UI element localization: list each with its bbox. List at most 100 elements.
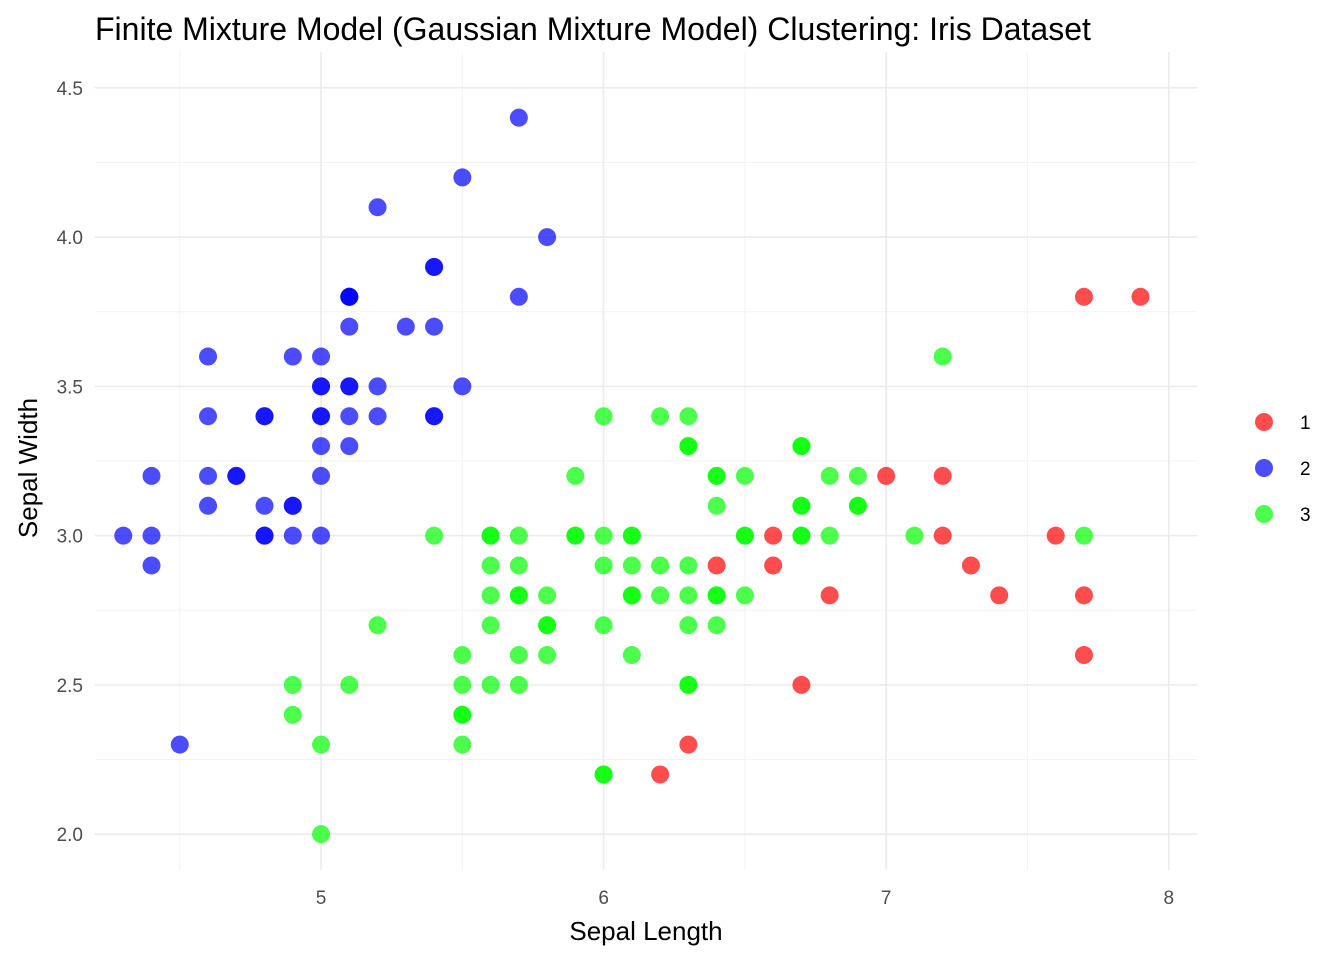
data-point xyxy=(312,437,331,456)
data-point xyxy=(368,616,387,635)
data-point xyxy=(453,168,472,187)
legend: 1 2 3 xyxy=(1255,413,1311,526)
data-point xyxy=(820,586,839,605)
data-point xyxy=(594,526,613,545)
data-point xyxy=(509,556,528,575)
data-point xyxy=(509,108,528,127)
data-point xyxy=(594,407,613,426)
data-point xyxy=(368,198,387,217)
data-point xyxy=(707,556,726,575)
y-tick-label: 4.5 xyxy=(57,79,83,100)
y-tick-label: 2.5 xyxy=(57,676,83,697)
data-point xyxy=(199,347,218,366)
data-point xyxy=(312,466,331,485)
y-tick-label: 3.5 xyxy=(57,377,83,398)
data-point xyxy=(651,765,670,784)
legend-label: 1 xyxy=(1300,413,1311,434)
data-point xyxy=(114,526,133,545)
data-point xyxy=(340,675,359,694)
data-point xyxy=(509,287,528,306)
data-point xyxy=(453,646,472,665)
data-point xyxy=(481,556,500,575)
data-point xyxy=(255,526,274,545)
legend-key xyxy=(1255,505,1273,523)
data-point xyxy=(340,377,359,396)
data-point xyxy=(679,616,698,635)
x-tick-label: 7 xyxy=(881,888,892,909)
data-point xyxy=(453,377,472,396)
data-point xyxy=(566,466,585,485)
data-point xyxy=(340,287,359,306)
data-point xyxy=(509,586,528,605)
data-point xyxy=(566,526,585,545)
x-tick-label: 5 xyxy=(316,888,327,909)
data-point xyxy=(792,675,811,694)
data-point xyxy=(312,377,331,396)
data-point xyxy=(312,735,331,754)
data-point xyxy=(933,466,952,485)
series-3 xyxy=(283,347,1093,844)
data-point xyxy=(735,466,754,485)
data-point xyxy=(622,646,641,665)
data-point xyxy=(509,675,528,694)
data-point xyxy=(651,407,670,426)
y-tick-label: 4.0 xyxy=(57,228,83,249)
data-point xyxy=(425,317,444,336)
data-point xyxy=(679,407,698,426)
data-point xyxy=(933,347,952,366)
data-point xyxy=(170,735,189,754)
data-point xyxy=(425,407,444,426)
data-point xyxy=(453,735,472,754)
data-point xyxy=(792,526,811,545)
series-1 xyxy=(651,287,1150,784)
data-point xyxy=(142,556,161,575)
data-point xyxy=(622,556,641,575)
data-point xyxy=(1074,287,1093,306)
data-point xyxy=(933,526,952,545)
data-point xyxy=(679,675,698,694)
y-axis-tick-labels: 2.0 2.5 3.0 3.5 4.0 4.5 xyxy=(57,79,83,846)
data-point xyxy=(481,526,500,545)
data-point xyxy=(283,675,302,694)
x-axis-title: Sepal Length xyxy=(569,916,722,946)
data-point xyxy=(283,496,302,515)
data-point xyxy=(538,228,557,247)
x-axis-tick-labels: 5 6 7 8 xyxy=(316,888,1174,909)
data-points xyxy=(114,108,1150,844)
series-2 xyxy=(114,108,557,754)
chart-title: Finite Mixture Model (Gaussian Mixture M… xyxy=(95,11,1091,47)
data-point xyxy=(679,735,698,754)
data-point xyxy=(707,466,726,485)
data-point xyxy=(1074,586,1093,605)
data-point xyxy=(199,466,218,485)
y-tick-label: 3.0 xyxy=(57,527,83,548)
data-point xyxy=(764,526,783,545)
data-point xyxy=(340,407,359,426)
data-point xyxy=(848,466,867,485)
data-point xyxy=(1074,646,1093,665)
data-point xyxy=(764,556,783,575)
legend-label: 2 xyxy=(1300,459,1311,480)
data-point xyxy=(820,526,839,545)
data-point xyxy=(340,437,359,456)
data-point xyxy=(622,586,641,605)
data-point xyxy=(651,556,670,575)
data-point xyxy=(820,466,839,485)
data-point xyxy=(481,586,500,605)
data-point xyxy=(283,347,302,366)
y-tick-label: 2.0 xyxy=(57,825,83,846)
data-point xyxy=(340,317,359,336)
data-point xyxy=(594,765,613,784)
data-point xyxy=(481,675,500,694)
data-point xyxy=(538,586,557,605)
data-point xyxy=(848,496,867,515)
data-point xyxy=(594,616,613,635)
data-point xyxy=(312,407,331,426)
data-point xyxy=(538,646,557,665)
data-point xyxy=(227,466,246,485)
data-point xyxy=(142,526,161,545)
data-point xyxy=(368,407,387,426)
data-point xyxy=(651,586,670,605)
data-point xyxy=(707,616,726,635)
